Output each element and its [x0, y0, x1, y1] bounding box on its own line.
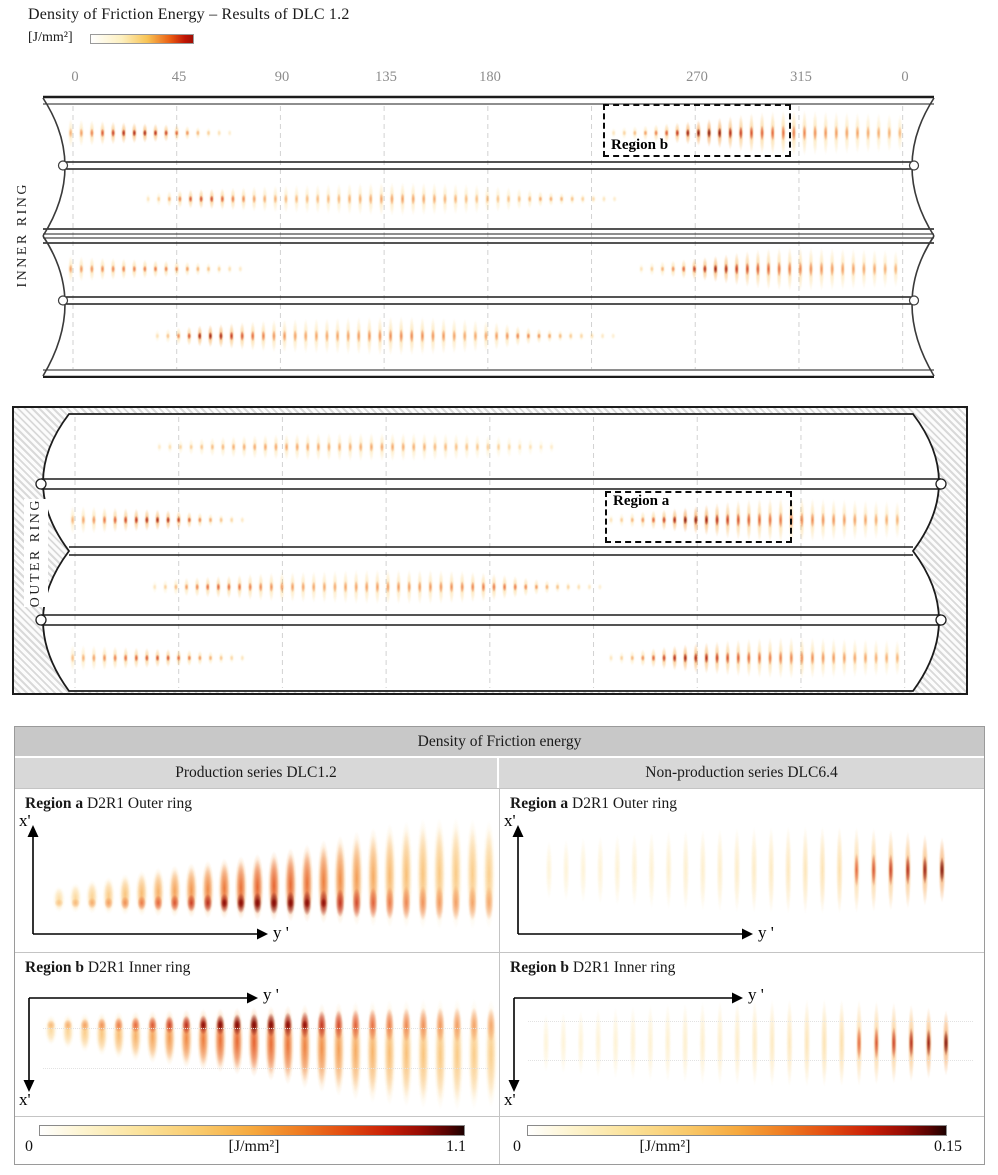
- region-b-label: Region b: [611, 137, 669, 153]
- outer-ring-heatmap-canvas: [14, 408, 970, 697]
- up-arrow-icon: [512, 825, 524, 837]
- angle-tick-180: 180: [479, 69, 501, 85]
- colorbar-max: 0.15: [934, 1138, 962, 1155]
- angle-tick-270: 270: [686, 69, 708, 85]
- table-row-region-a: Region a D2R1 Outer ring x' y ' Region a…: [15, 788, 984, 952]
- cell-non-production-region-b: Region b D2R1 Inner ring y ' x': [499, 953, 984, 1116]
- heatmap-canvas-non-production-region-a: [500, 789, 984, 952]
- colorbar-unit-label: [J/mm²]: [28, 30, 73, 45]
- inner-ring-heatmap-canvas: [40, 93, 937, 378]
- table-column-headers: Production series DLC1.2 Non-production …: [15, 758, 984, 788]
- colorbar-row: 0 [J/mm²] 1.1 0 [J/mm²] 0.15: [15, 1116, 984, 1164]
- y-axis-label: y ': [263, 985, 279, 1004]
- cell-label: Region a D2R1 Outer ring: [510, 795, 678, 812]
- cell-non-production-region-a: Region a D2R1 Outer ring x' y ': [499, 789, 984, 952]
- right-arrow-icon: [742, 928, 753, 940]
- region-b-box: Region b: [603, 104, 791, 157]
- region-a-box: Region a: [605, 491, 792, 543]
- colorbar-min: 0: [25, 1138, 33, 1155]
- page-title: Density of Friction Energy – Results of …: [28, 6, 350, 23]
- y-axis-label: y ': [758, 923, 774, 942]
- mini-colorbar: [90, 34, 194, 44]
- column-header-non-production: Non-production series DLC6.4: [499, 758, 984, 788]
- table-title: Density of Friction energy: [15, 727, 984, 758]
- right-arrow-icon: [257, 928, 268, 940]
- colorbar-non-production: 0 [J/mm²] 0.15: [499, 1117, 984, 1164]
- column-header-production: Production series DLC1.2: [15, 758, 499, 788]
- heatmap-canvas-production-region-b: [15, 953, 499, 1116]
- x-axis-label: x': [19, 1090, 31, 1109]
- comparison-table: Density of Friction energy Production se…: [14, 726, 985, 1165]
- angle-tick-360: 0: [901, 69, 909, 85]
- angle-tick-135: 135: [375, 69, 397, 85]
- colorbar-gradient: [39, 1125, 465, 1136]
- cell-label: Region b D2R1 Inner ring: [510, 959, 676, 976]
- y-axis-label: y ': [273, 923, 289, 942]
- heatmap-canvas-non-production-region-b: [500, 953, 984, 1116]
- angle-tick-90: 90: [274, 69, 290, 85]
- region-a-label: Region a: [613, 493, 670, 509]
- down-arrow-icon: [23, 1080, 35, 1092]
- colorbar-gradient: [527, 1125, 947, 1136]
- colorbar-max: 1.1: [446, 1138, 466, 1155]
- colorbar-unit: [J/mm²]: [228, 1138, 280, 1155]
- colorbar-min: 0: [513, 1138, 521, 1155]
- x-axis-label: x': [19, 811, 31, 830]
- right-arrow-icon: [247, 992, 258, 1004]
- cell-production-region-a: Region a D2R1 Outer ring x' y ': [15, 789, 499, 952]
- cell-label: Region a D2R1 Outer ring: [25, 795, 193, 812]
- inner-ring-title: INNER RING: [15, 182, 30, 288]
- outer-ring-title: OUTER RING: [24, 498, 48, 608]
- cell-axes: [23, 992, 258, 1092]
- cell-production-region-b: Region b D2R1 Inner ring y ' x': [15, 953, 499, 1116]
- colorbar-production: 0 [J/mm²] 1.1: [15, 1117, 499, 1164]
- inner-ring-panel: Region b: [40, 93, 937, 378]
- colorbar-unit: [J/mm²]: [639, 1138, 691, 1155]
- cell-axes: [508, 992, 743, 1092]
- table-row-region-b: Region b D2R1 Inner ring y ' x' Region b…: [15, 952, 984, 1116]
- cell-axes: [512, 825, 753, 940]
- x-axis-label: x': [504, 1090, 516, 1109]
- down-arrow-icon: [508, 1080, 520, 1092]
- x-axis-label: x': [504, 811, 516, 830]
- heatmap-canvas-production-region-a: [15, 789, 499, 952]
- angle-tick-315: 315: [790, 69, 812, 85]
- cell-axes: [27, 825, 268, 940]
- angle-tick-45: 45: [171, 69, 187, 85]
- outer-ring-panel: Region a: [12, 406, 970, 697]
- up-arrow-icon: [27, 825, 39, 837]
- angle-tick-0: 0: [71, 69, 79, 85]
- right-arrow-icon: [732, 992, 743, 1004]
- cell-label: Region b D2R1 Inner ring: [25, 959, 191, 976]
- y-axis-label: y ': [748, 985, 764, 1004]
